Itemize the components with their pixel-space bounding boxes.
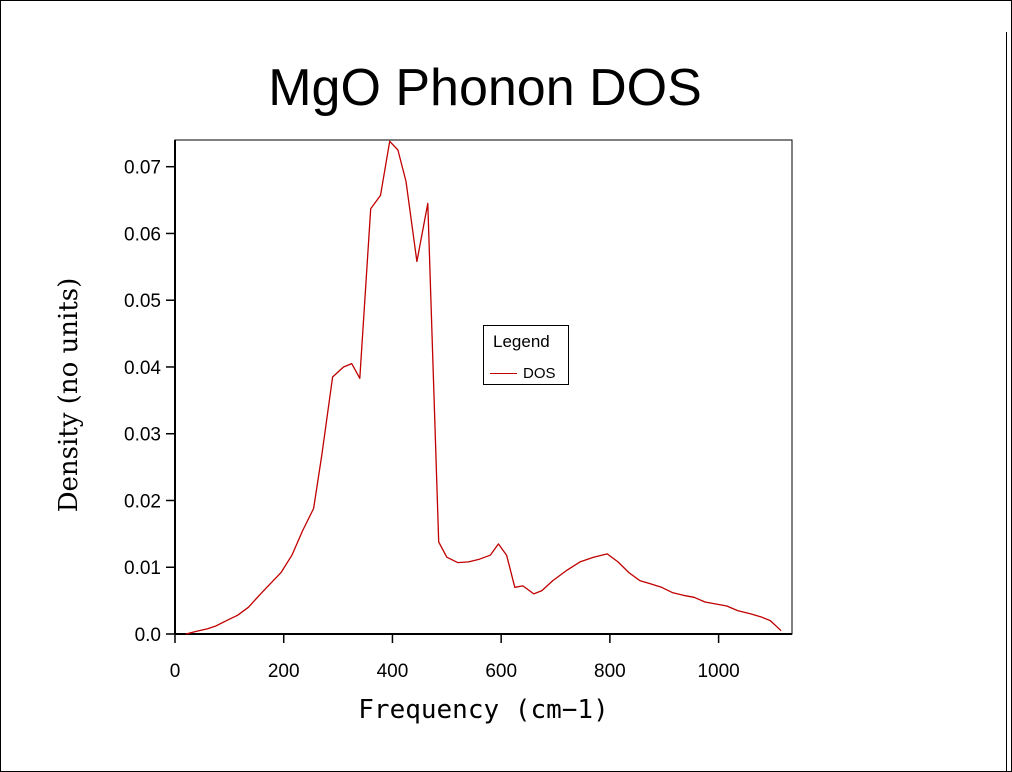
x-tick-label: 200	[268, 661, 300, 682]
y-tick-label: 0.06	[124, 224, 161, 245]
y-tick-label: 0.05	[124, 291, 161, 312]
legend: Legend DOS	[483, 325, 569, 385]
legend-entry-label: DOS	[523, 364, 556, 382]
y-tick-label: 0.03	[124, 425, 161, 446]
plot-area-border	[174, 139, 793, 635]
y-axis-title: Density (no units)	[54, 278, 84, 513]
figure-frame-right-edge	[1006, 32, 1007, 772]
y-tick-label: 0.04	[124, 358, 161, 379]
y-tick-label: 0.0	[135, 625, 161, 646]
y-tick-label: 0.01	[124, 558, 161, 579]
series-line-dos	[185, 140, 782, 635]
x-axis-title: Frequency (cm−1)	[358, 695, 608, 725]
x-tick-label: 0	[170, 661, 181, 682]
x-tick-label: 400	[377, 661, 409, 682]
x-tick-label: 1000	[697, 661, 739, 682]
legend-swatch-dos	[490, 372, 517, 374]
x-axis-ticks: 0 200 400 600 800 1000	[170, 634, 740, 682]
legend-title: Legend	[493, 332, 550, 351]
y-tick-label: 0.02	[124, 491, 161, 512]
x-tick-label: 800	[594, 661, 626, 682]
x-tick-label: 600	[485, 661, 517, 682]
legend-entry-dos: DOS	[490, 364, 556, 382]
y-axis-ticks: 0.0 0.01 0.02 0.03 0.04 0.05 0.06 0.07	[124, 158, 175, 646]
y-tick-label: 0.07	[124, 158, 161, 179]
chart-title: MgO Phonon DOS	[268, 59, 702, 117]
